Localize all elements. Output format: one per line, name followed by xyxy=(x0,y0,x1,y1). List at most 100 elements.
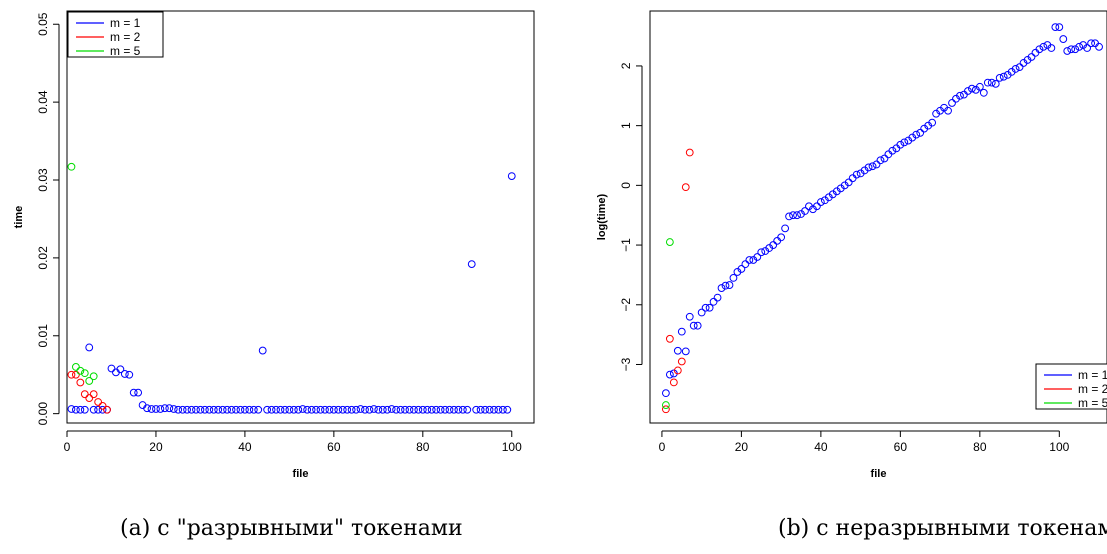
data-point-series-2 xyxy=(94,398,103,406)
data-point-series-1 xyxy=(1083,44,1092,52)
data-point-series-2 xyxy=(71,370,80,379)
data-point-series-1 xyxy=(1071,45,1080,54)
y-tick-label: −1 xyxy=(619,238,633,252)
data-point-series-1 xyxy=(316,405,325,414)
data-point-series-1 xyxy=(848,174,857,183)
data-point-series-1 xyxy=(107,364,116,373)
data-point-series-1 xyxy=(321,405,329,414)
data-point-series-1 xyxy=(467,260,476,269)
data-point-series-1 xyxy=(454,405,463,414)
y-tick-label: 0 xyxy=(619,182,633,189)
data-point-series-1 xyxy=(183,405,191,414)
data-point-series-1 xyxy=(418,405,427,414)
x-tick-label: 80 xyxy=(416,440,430,454)
data-point-series-1 xyxy=(481,405,489,414)
x-tick-label: 60 xyxy=(327,440,341,454)
data-point-series-1 xyxy=(1015,63,1024,72)
data-point-series-1 xyxy=(991,79,1000,88)
data-point-series-1 xyxy=(387,405,396,413)
data-point-series-1 xyxy=(1059,35,1068,43)
data-point-series-1 xyxy=(721,281,730,290)
y-tick-label: 1 xyxy=(619,122,633,129)
data-point-series-1 xyxy=(741,260,750,269)
data-point-series-1 xyxy=(948,99,956,107)
data-point-series-3 xyxy=(71,363,80,371)
data-point-series-1 xyxy=(769,241,778,249)
y-tick-label: 0.03 xyxy=(36,168,50,192)
data-point-series-1 xyxy=(192,405,200,414)
data-point-series-1 xyxy=(773,236,782,245)
data-point-series-1 xyxy=(498,405,507,414)
data-point-series-1 xyxy=(892,144,901,153)
legend-label: m = 2 xyxy=(1078,382,1107,396)
data-point-series-2 xyxy=(85,394,94,402)
data-point-series-1 xyxy=(852,170,861,179)
legend-label: m = 1 xyxy=(110,16,141,30)
data-point-series-1 xyxy=(1087,39,1096,48)
data-point-series-1 xyxy=(334,405,343,414)
data-point-series-1 xyxy=(347,405,356,414)
data-point-series-1 xyxy=(71,405,80,414)
data-point-series-3 xyxy=(67,162,76,171)
data-point-series-1 xyxy=(294,405,303,414)
data-point-series-1 xyxy=(1035,45,1044,54)
data-point-series-2 xyxy=(673,366,682,375)
data-point-series-1 xyxy=(789,211,797,220)
legend-label: m = 1 xyxy=(1078,368,1107,382)
data-point-series-1 xyxy=(116,365,125,374)
data-point-series-2 xyxy=(103,405,111,414)
data-point-series-2 xyxy=(76,378,85,387)
data-point-series-1 xyxy=(880,154,889,163)
data-point-series-1 xyxy=(338,405,347,414)
data-point-series-1 xyxy=(232,405,240,414)
data-point-series-1 xyxy=(975,82,984,91)
data-point-series-1 xyxy=(928,118,937,127)
y-axis-label: log(time) xyxy=(596,193,608,240)
data-point-series-1 xyxy=(753,253,762,261)
data-point-series-1 xyxy=(374,405,383,414)
data-point-series-1 xyxy=(709,297,718,306)
data-point-series-1 xyxy=(872,160,881,169)
data-point-series-1 xyxy=(960,90,968,99)
x-tick-label: 0 xyxy=(659,440,666,454)
data-point-series-1 xyxy=(793,211,801,220)
data-point-series-1 xyxy=(160,404,169,413)
data-point-series-1 xyxy=(485,405,494,414)
data-point-series-1 xyxy=(995,73,1004,82)
y-tick-label: 0.00 xyxy=(36,402,50,426)
data-point-series-1 xyxy=(392,405,401,414)
data-point-series-1 xyxy=(329,405,338,414)
data-point-series-1 xyxy=(1091,39,1099,48)
data-point-series-1 xyxy=(405,405,414,414)
data-point-series-1 xyxy=(1011,65,1020,73)
data-point-series-3 xyxy=(665,238,674,246)
x-tick-label: 60 xyxy=(894,440,908,454)
data-point-series-1 xyxy=(476,405,485,414)
legend: m = 1m = 2m = 5 xyxy=(67,11,164,58)
data-point-series-1 xyxy=(307,405,316,414)
data-point-series-1 xyxy=(427,405,436,414)
data-point-series-1 xyxy=(944,106,952,115)
data-point-series-1 xyxy=(713,293,722,302)
data-point-series-2 xyxy=(661,405,670,414)
x-tick-label: 80 xyxy=(973,440,987,454)
data-point-series-1 xyxy=(813,202,821,211)
data-point-series-1 xyxy=(1047,44,1056,52)
x-tick-label: 100 xyxy=(1049,440,1069,454)
data-point-series-1 xyxy=(285,405,294,414)
data-point-series-1 xyxy=(165,404,174,413)
y-tick-label: 2 xyxy=(619,62,633,69)
data-point-series-1 xyxy=(445,405,454,414)
data-point-series-1 xyxy=(200,405,209,414)
data-point-series-1 xyxy=(303,405,312,414)
data-point-series-1 xyxy=(967,84,976,93)
y-tick-label: −2 xyxy=(619,298,633,312)
plot-area: m = 1m = 2m = 5 xyxy=(661,23,1107,414)
data-point-series-1 xyxy=(979,88,988,97)
data-point-series-1 xyxy=(458,405,467,414)
data-point-series-2 xyxy=(685,148,694,157)
data-point-series-1 xyxy=(463,405,472,414)
data-point-series-1 xyxy=(693,321,702,330)
data-point-series-1 xyxy=(249,405,258,414)
